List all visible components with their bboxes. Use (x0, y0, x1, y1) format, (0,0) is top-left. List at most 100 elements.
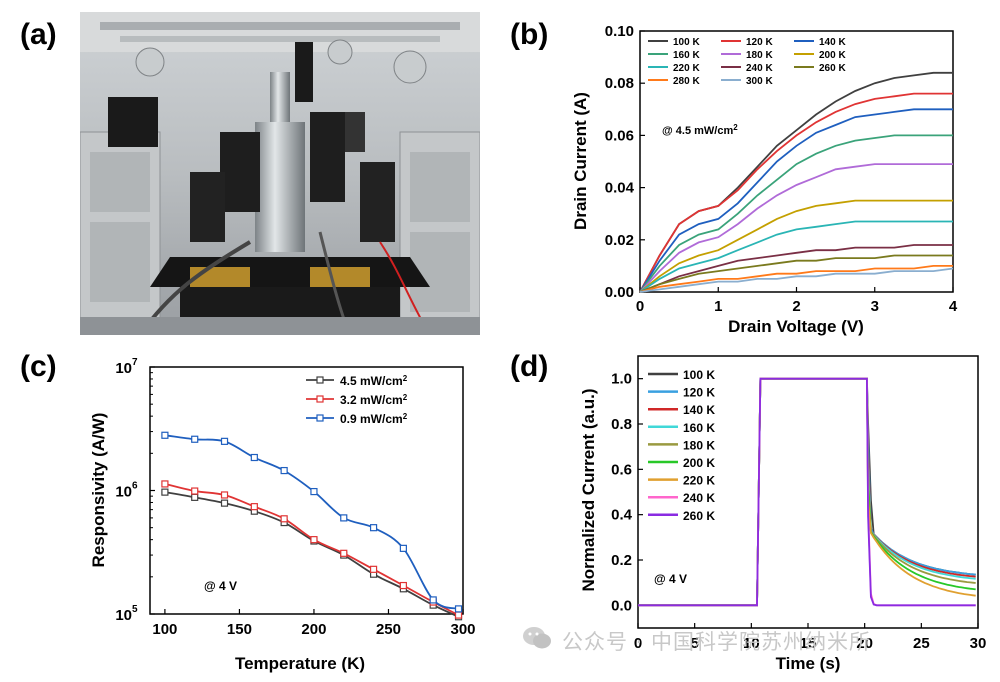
legend-label: 160 K (673, 50, 700, 61)
series-line (638, 377, 976, 607)
series-line (639, 92, 953, 293)
series-line (164, 491, 459, 618)
y-tick-exponent: 5 (132, 604, 138, 615)
series-line (638, 377, 976, 607)
series-line (639, 244, 953, 293)
data-point (161, 431, 169, 439)
legend-label: 260 K (683, 509, 715, 523)
data-point (280, 515, 288, 523)
series-line (639, 220, 953, 293)
y-axis-title: Normalized Current (a.u.) (579, 388, 598, 591)
series-line (639, 199, 953, 293)
series-line (638, 377, 976, 607)
series-line (164, 434, 459, 610)
data-point (220, 491, 229, 499)
data-point (399, 581, 407, 590)
y-tick-label: 0.06 (605, 127, 634, 144)
data-point (161, 488, 169, 496)
y-tick-label: 0.02 (605, 232, 634, 249)
data-point (280, 518, 288, 527)
data-point (161, 480, 169, 488)
y-tick-label: 0.6 (611, 461, 632, 478)
legend-label: 140 K (819, 37, 846, 48)
plot-frame (637, 355, 979, 629)
legend-label: 200 K (819, 50, 846, 61)
legend-marker (316, 395, 324, 403)
series-line (638, 377, 976, 607)
y-tick-exponent: 6 (132, 481, 138, 492)
cryogenic-probe-station-photo (80, 12, 480, 335)
series-line (639, 134, 953, 293)
data-point (250, 507, 258, 515)
x-tick-label: 2 (792, 298, 800, 315)
legend-label: 100 K (683, 368, 715, 382)
y-tick-label: 0.0 (611, 597, 632, 614)
series-line (638, 377, 976, 607)
data-point (369, 570, 378, 578)
series-line (639, 267, 954, 293)
x-tick-label: 100 (152, 621, 177, 638)
data-point (191, 435, 199, 443)
plot-frame (639, 30, 954, 293)
x-tick-label: 3 (871, 298, 879, 315)
data-point (310, 487, 318, 496)
y-tick-label: 1.0 (611, 371, 632, 388)
y-tick-label: 10 (115, 607, 132, 624)
series-line (638, 377, 976, 607)
y-tick-label: 10 (115, 484, 132, 501)
data-point (340, 551, 348, 559)
y-tick-label: 0.00 (605, 284, 634, 301)
data-point (429, 598, 437, 606)
series-line (638, 377, 976, 607)
y-tick-label: 0.08 (605, 75, 634, 92)
legend-label-sup: 2 (403, 393, 408, 402)
y-tick-label: 0.2 (611, 552, 632, 569)
data-point (191, 493, 199, 501)
x-tick-label: 1 (714, 298, 722, 315)
series-line (638, 377, 976, 607)
legend-label: 220 K (683, 474, 715, 488)
panel-label-a: (a) (20, 18, 57, 51)
photo-illustration (80, 12, 480, 335)
legend-label: 200 K (683, 456, 715, 470)
legend-label-sup: 2 (403, 412, 408, 421)
legend-label: 260 K (819, 63, 846, 74)
data-point (429, 601, 437, 609)
data-point (399, 585, 407, 593)
y-tick-label: 10 (115, 360, 132, 377)
legend-label: 4.5 mW/cm2 (340, 374, 408, 389)
x-tick-label: 200 (301, 621, 326, 638)
plot-frame (149, 366, 464, 615)
legend-label: 3.2 mW/cm2 (340, 393, 408, 408)
data-point (220, 499, 229, 507)
data-point (220, 437, 229, 445)
data-point (250, 453, 258, 462)
x-tick-label: 150 (227, 621, 252, 638)
annotation-bias: @ 4 V (204, 579, 237, 593)
data-point (369, 565, 378, 573)
series-line (639, 264, 953, 293)
data-point (454, 605, 463, 613)
panel-label-c: (c) (20, 350, 57, 383)
series-line (638, 377, 976, 607)
series-line (639, 108, 953, 293)
legend-label: 120 K (683, 386, 715, 400)
legend-label: 180 K (683, 438, 715, 452)
x-tick-label: 250 (376, 621, 401, 638)
legend-label: 300 K (746, 76, 773, 87)
legend-label: 240 K (746, 63, 773, 74)
series-line (639, 163, 953, 293)
data-point (454, 613, 463, 621)
x-tick-label: 4 (949, 298, 958, 315)
y-tick-label: 0.8 (611, 416, 632, 433)
x-tick-label: 25 (913, 635, 930, 652)
legend-marker (316, 414, 324, 422)
data-point (280, 466, 288, 475)
watermark-text: 公众号 · 中国科学院苏州纳米所 (562, 630, 872, 654)
data-point (454, 611, 463, 619)
x-tick-label: 30 (970, 635, 987, 652)
x-axis-title: Time (s) (776, 654, 841, 673)
annotation-intensity: @ 4.5 mW/cm2 (662, 123, 738, 138)
y-tick-label: 0.10 (605, 23, 634, 40)
